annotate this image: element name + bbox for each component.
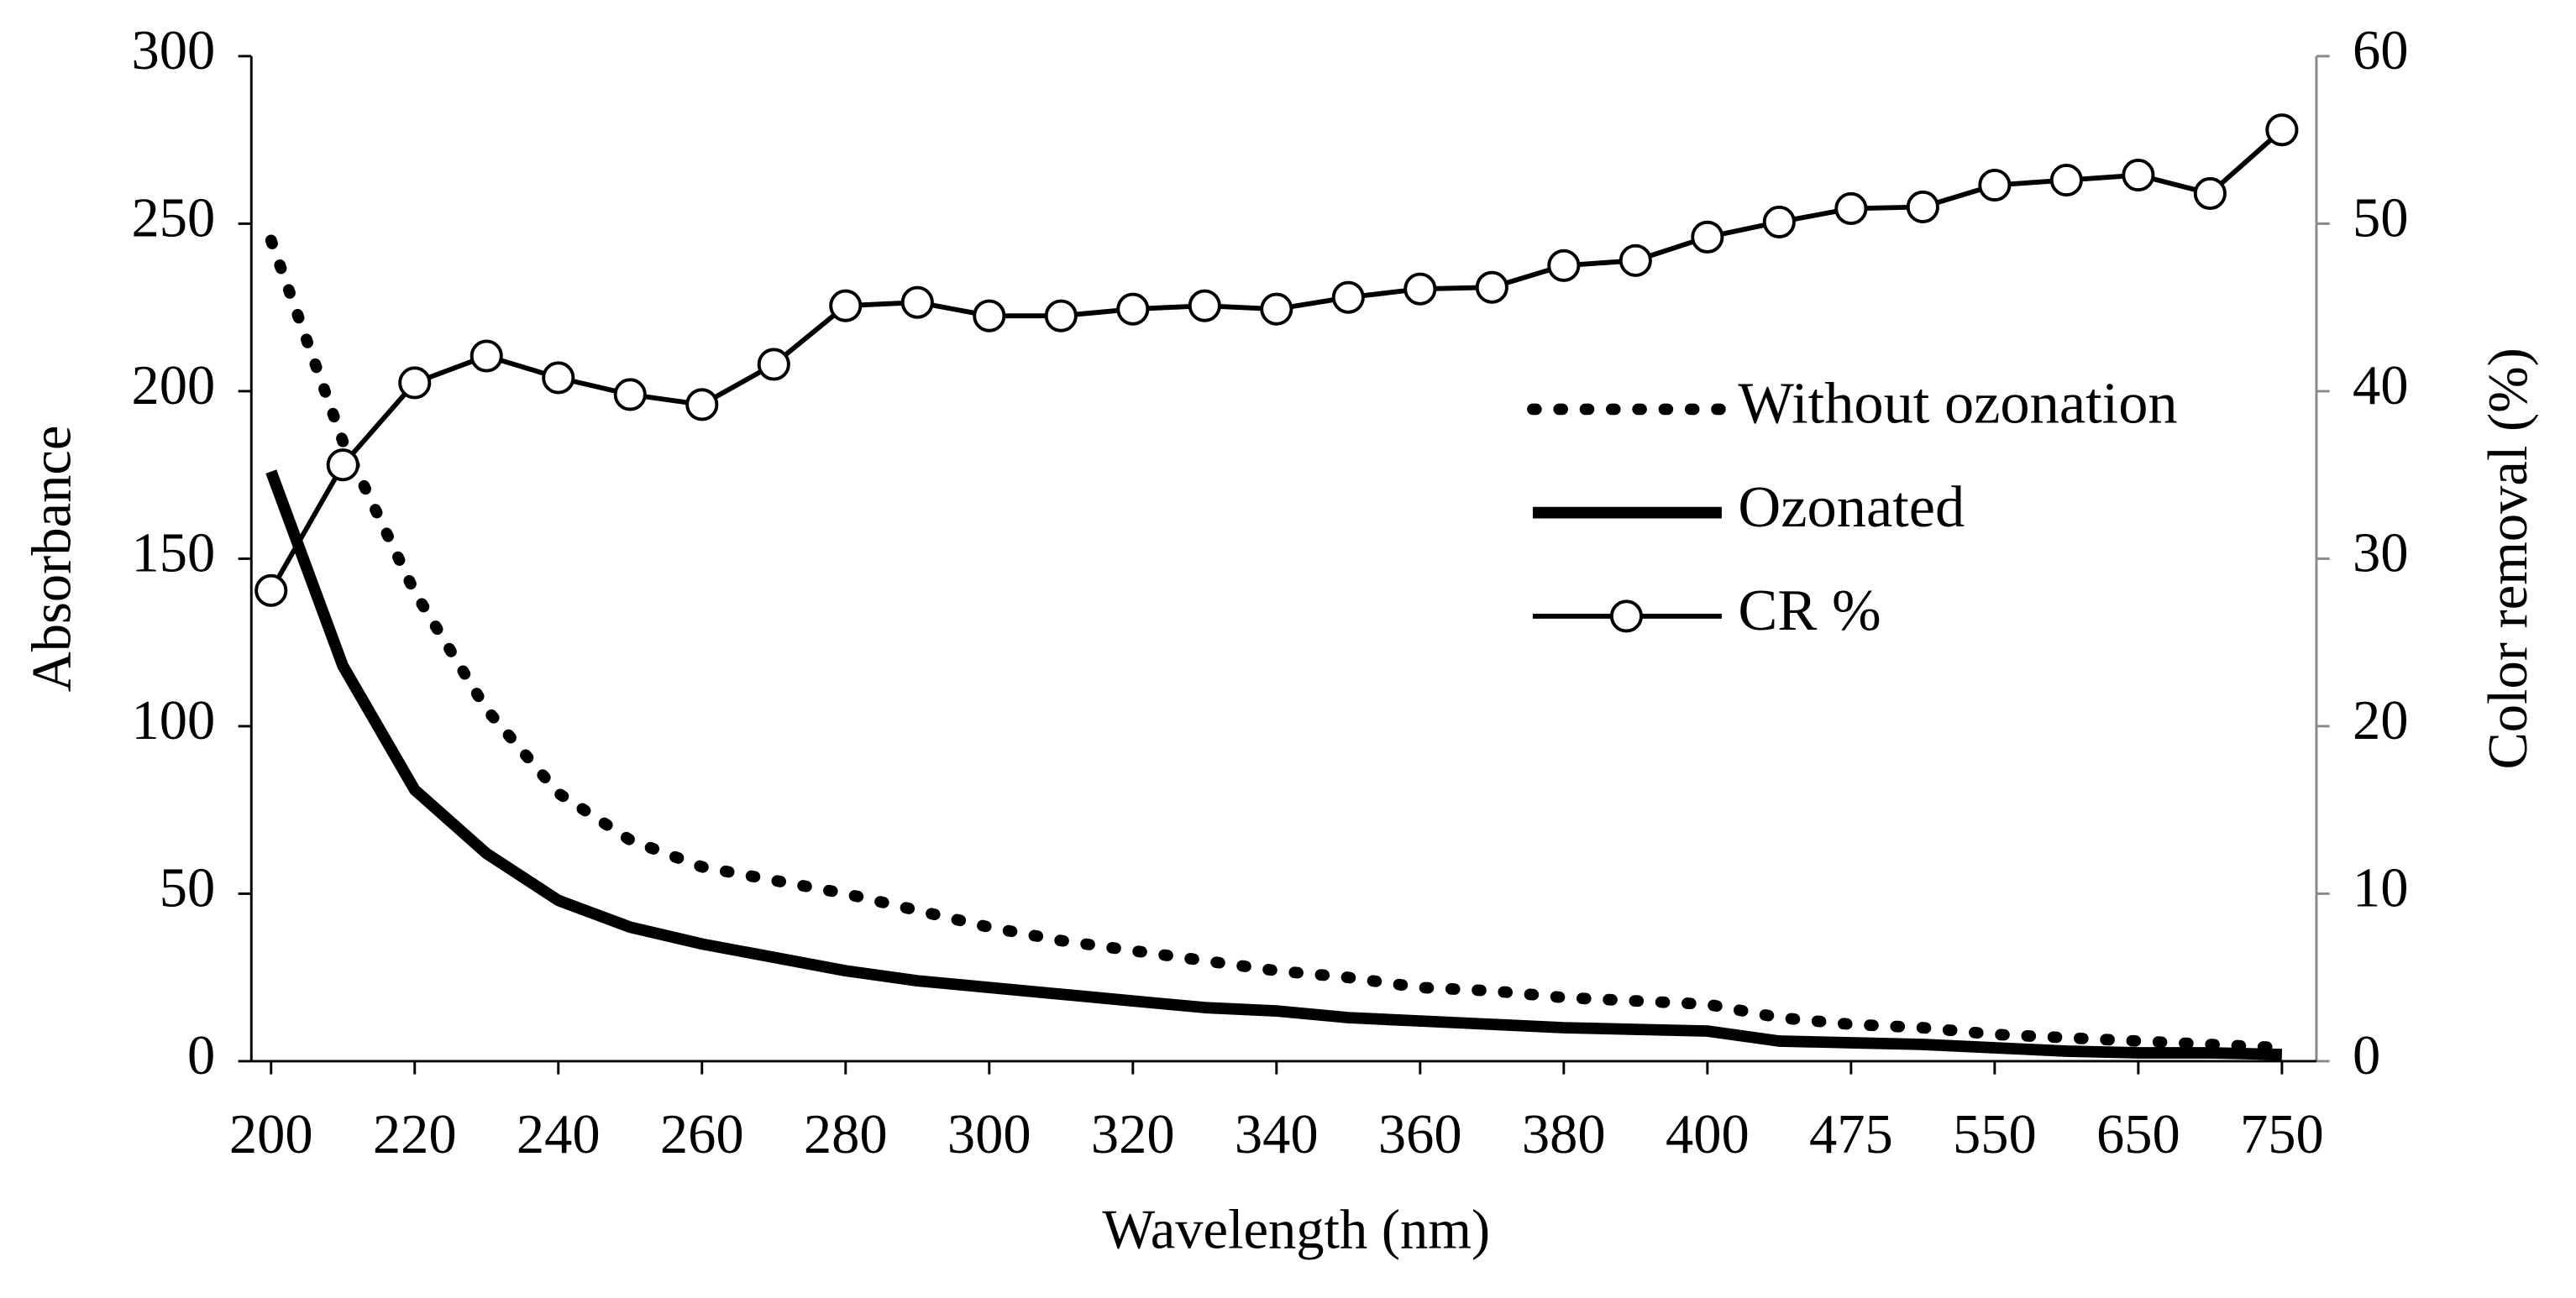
legend-label: CR %	[1738, 578, 1881, 643]
legend-label: Ozonated	[1738, 474, 1965, 540]
data-point	[685, 388, 719, 421]
data-point	[973, 299, 1006, 332]
data-point	[900, 285, 934, 319]
data-point	[1834, 191, 1868, 226]
x-tick-label: 320	[1091, 1104, 1175, 1165]
data-point	[829, 289, 863, 322]
data-point	[1331, 280, 1365, 314]
data-point	[1691, 220, 1724, 254]
data-point	[1044, 299, 1078, 332]
y2-tick-label: 40	[2353, 355, 2409, 416]
data-point	[2193, 176, 2227, 211]
data-point	[1619, 243, 1652, 277]
data-point	[1260, 292, 1293, 326]
y-tick-label: 50	[160, 858, 215, 919]
y2-axis-title: Color removal (%)	[2478, 348, 2539, 769]
data-point	[1906, 190, 1939, 224]
x-tick-label: 340	[1235, 1104, 1319, 1165]
y2-tick-label: 30	[2353, 523, 2409, 584]
data-point	[398, 366, 432, 400]
data-point	[613, 378, 647, 411]
data-point	[1188, 289, 1221, 322]
x-tick-label: 650	[2096, 1104, 2180, 1165]
x-axis-title: Wavelength (nm)	[1102, 1200, 1490, 1261]
data-point	[542, 361, 575, 395]
x-tick-label: 475	[1809, 1104, 1893, 1165]
y-axis-title: Absorbance	[22, 426, 83, 693]
y2-tick-label: 50	[2353, 188, 2409, 249]
x-tick-label: 360	[1378, 1104, 1462, 1165]
data-point	[1403, 272, 1437, 306]
x-tick-label: 750	[2240, 1104, 2324, 1165]
x-tick-label: 280	[804, 1104, 888, 1165]
y-tick-label: 200	[131, 355, 215, 416]
data-point	[757, 348, 790, 381]
x-tick-label: 300	[947, 1104, 1031, 1165]
x-tick-label: 240	[517, 1104, 601, 1165]
x-tick-label: 200	[229, 1104, 313, 1165]
y-tick-label: 100	[131, 690, 215, 751]
x-tick-label: 260	[660, 1104, 744, 1165]
y-tick-label: 250	[131, 188, 215, 249]
x-tick-label: 220	[373, 1104, 457, 1165]
x-tick-label: 550	[1953, 1104, 2037, 1165]
y-tick-label: 150	[131, 523, 215, 584]
y2-tick-label: 20	[2353, 690, 2409, 751]
series-line	[269, 128, 2284, 592]
series-line	[265, 469, 2283, 1060]
data-point	[254, 573, 288, 607]
y2-tick-label: 0	[2353, 1025, 2380, 1086]
y-tick-label: 300	[131, 20, 215, 81]
y-tick-label: 0	[187, 1025, 215, 1086]
series-line	[265, 234, 2288, 1054]
data-point	[1116, 292, 1150, 326]
y2-tick-label: 60	[2353, 20, 2409, 81]
data-point	[326, 448, 359, 482]
data-point	[2049, 163, 2083, 197]
data-point	[1978, 168, 2012, 202]
y2-tick-label: 10	[2353, 858, 2409, 919]
data-point	[2122, 158, 2155, 192]
legend-marker	[1609, 599, 1643, 633]
data-point	[1475, 270, 1508, 304]
data-point	[1547, 249, 1581, 282]
x-tick-label: 380	[1522, 1104, 1606, 1165]
data-point	[470, 339, 503, 373]
x-tick-label: 400	[1666, 1104, 1750, 1165]
data-point	[1762, 205, 1796, 238]
data-point	[2265, 113, 2299, 147]
legend-label: Without ozonation	[1738, 371, 2177, 437]
